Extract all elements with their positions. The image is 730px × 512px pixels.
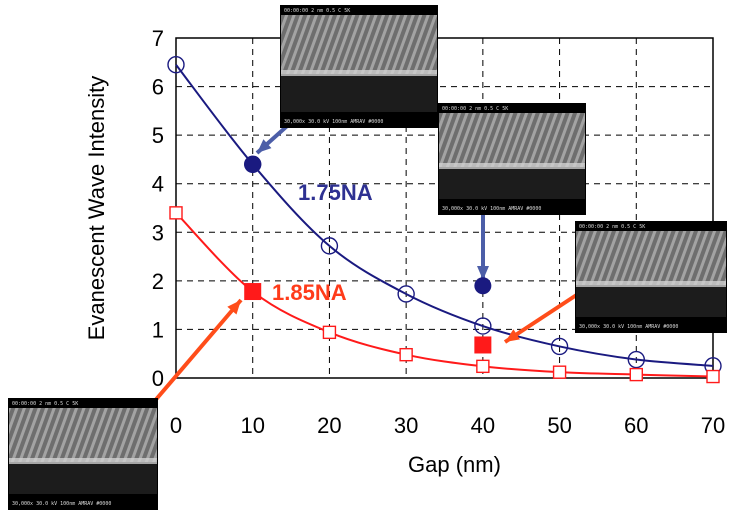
data-point-185NA	[629, 367, 643, 382]
sem-footer-text: 30,000x 30.0 kV 100nm AMRAV #0000	[12, 501, 111, 507]
y-tick-label: 5	[152, 123, 164, 148]
arrow-bottom-left-inset	[145, 298, 243, 412]
highlight-markers	[244, 155, 492, 354]
data-point-175NA	[627, 350, 645, 369]
sem-footer-text: 30,000x 30.0 kV 100nm AMRAV #0000	[284, 119, 383, 125]
sem-inset-bottom-left: 00:00:00 2 nm 0.5 C 5K 30,000x 30.0 kV 10…	[8, 398, 158, 510]
data-point-175NA	[167, 56, 185, 74]
series-label-185NA: 1.85NA	[272, 280, 347, 305]
y-tick-label: 1	[152, 317, 164, 342]
x-tick-label: 60	[624, 413, 648, 438]
data-point-185NA	[322, 325, 337, 340]
sem-insets: 00:00:00 2 nm 0.5 C 5K 30,000x 30.0 kV 10…	[8, 5, 727, 510]
x-tick-label: 10	[240, 413, 264, 438]
sem-inset-right: 00:00:00 2 nm 0.5 C 5K 30,000x 30.0 kV 10…	[575, 221, 727, 333]
y-axis-title: Evanescent Wave Intensity	[84, 76, 109, 341]
x-tick-label: 30	[394, 413, 418, 438]
arrow-bottom-left-inset-head	[227, 300, 241, 315]
x-tick-label: 20	[317, 413, 341, 438]
y-tick-label: 2	[152, 269, 164, 294]
sem-footer-text: 30,000x 30.0 kV 100nm AMRAV #0000	[442, 206, 541, 212]
highlight-point	[244, 155, 262, 173]
data-point-175NA	[474, 317, 492, 335]
x-tick-label: 0	[170, 413, 182, 438]
highlight-point	[474, 336, 492, 354]
sem-footer-text: 30,000x 30.0 kV 100nm AMRAV #0000	[579, 324, 678, 330]
y-tick-label: 0	[152, 366, 164, 391]
x-tick-label: 70	[701, 413, 725, 438]
annotation-arrows	[145, 108, 580, 412]
arrow-right-inset	[503, 292, 580, 344]
data-point-185NA	[706, 369, 720, 384]
highlight-point	[474, 277, 492, 295]
arrow-middle-inset-head	[477, 266, 489, 280]
sem-header-text: 00:00:00 2 nm 0.5 C 5K	[284, 8, 350, 14]
data-point-185NA	[169, 206, 183, 220]
data-point-175NA	[320, 237, 339, 255]
y-tick-label: 3	[152, 220, 164, 245]
y-tick-label: 6	[152, 75, 164, 100]
y-tick-labels: 0 1 2 3 4 5 6 7	[152, 26, 164, 391]
data-point-185NA	[476, 359, 490, 374]
data-point-185NA	[399, 347, 413, 362]
y-tick-label: 4	[152, 172, 164, 197]
sem-header-text: 00:00:00 2 nm 0.5 C 5K	[12, 401, 78, 407]
sem-inset-top: 00:00:00 2 nm 0.5 C 5K 30,000x 30.0 kV 10…	[280, 5, 438, 128]
data-point-175NA	[550, 337, 569, 356]
sem-header-text: 00:00:00 2 nm 0.5 C 5K	[442, 106, 508, 112]
x-tick-label: 40	[471, 413, 495, 438]
sem-inset-middle: 00:00:00 2 nm 0.5 C 5K 30,000x 30.0 kV 10…	[438, 103, 586, 215]
series-label-175NA: 1.75NA	[298, 180, 373, 205]
data-point-185NA	[552, 365, 567, 379]
highlight-point	[244, 283, 262, 301]
series-labels: 1.75NA 1.85NA	[272, 180, 373, 305]
arrow-top-inset-head	[257, 139, 272, 153]
arrow-right-inset-head	[505, 329, 520, 342]
y-tick-label: 7	[152, 26, 164, 51]
x-tick-label: 50	[547, 413, 571, 438]
x-axis-title: Gap (nm)	[408, 452, 501, 477]
data-point-175NA	[397, 285, 415, 303]
sem-header-text: 00:00:00 2 nm 0.5 C 5K	[579, 224, 645, 230]
x-tick-labels: 0 10 20 30 40 50 60 70	[170, 413, 725, 438]
